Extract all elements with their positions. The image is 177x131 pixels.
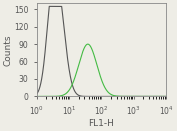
X-axis label: FL1-H: FL1-H	[88, 119, 114, 127]
Y-axis label: Counts: Counts	[4, 34, 12, 66]
